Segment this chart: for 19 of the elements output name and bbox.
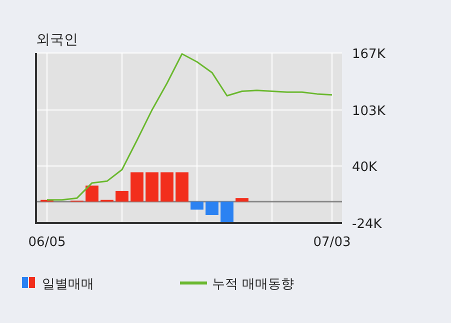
- legend-text: 누적 매매동향: [212, 277, 294, 292]
- ytick: 40K: [352, 160, 378, 176]
- bar: [130, 172, 144, 202]
- bar: [86, 186, 98, 202]
- bar: [190, 202, 204, 210]
- bar: [176, 172, 188, 202]
- xtick: 06/05: [28, 235, 66, 250]
- bar: [116, 190, 128, 202]
- title: 외국인: [36, 32, 78, 48]
- ytick: 103K: [352, 104, 386, 119]
- bar: [146, 172, 158, 202]
- legend-text: 일별매매: [42, 277, 94, 292]
- ytick: 167K: [352, 47, 386, 62]
- bar: [206, 202, 218, 215]
- bar: [236, 198, 248, 202]
- xtick: 07/03: [313, 235, 351, 250]
- bar: [220, 202, 234, 223]
- ytick: -24K: [352, 217, 382, 232]
- bar: [160, 172, 174, 202]
